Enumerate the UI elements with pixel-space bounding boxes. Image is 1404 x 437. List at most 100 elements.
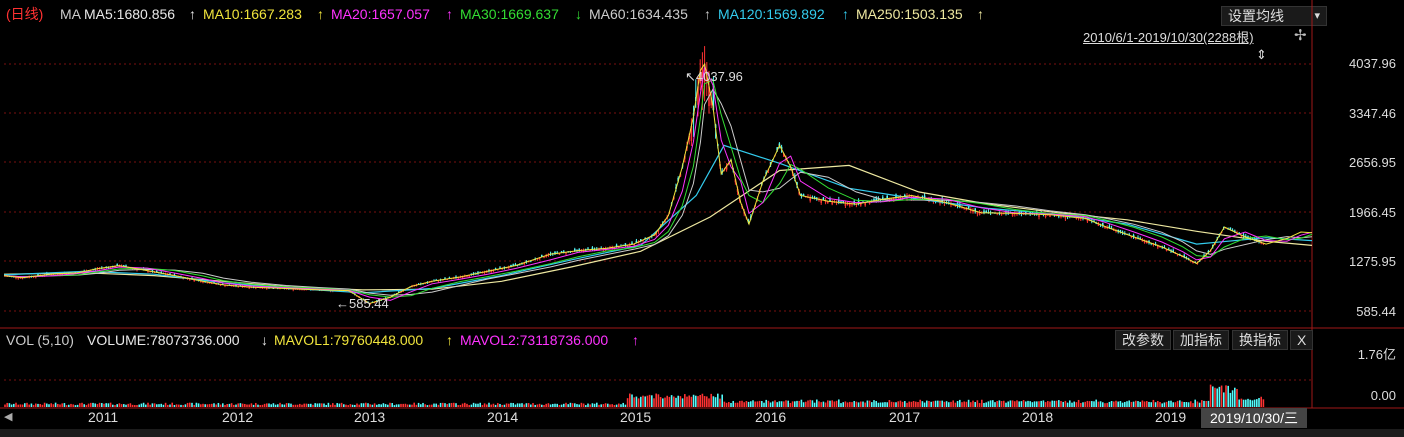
volume-bar <box>208 404 211 407</box>
date-range-text[interactable]: 2010/6/1-2019/10/30(2288根) <box>1083 30 1254 45</box>
volume-bar <box>985 402 987 407</box>
volume-bar <box>822 401 825 407</box>
volume-bar <box>301 404 303 407</box>
volume-bar <box>640 396 642 407</box>
candle-body <box>123 265 125 267</box>
volume-bar <box>543 404 545 407</box>
ma60-line <box>3 88 1313 296</box>
volume-bar <box>123 404 125 407</box>
volume-bar <box>644 396 646 407</box>
volume-bar <box>54 402 57 407</box>
candle-body <box>483 271 486 274</box>
period-label[interactable]: (日线) <box>6 6 44 22</box>
volume-bar <box>1099 401 1102 407</box>
volume-arrow: ↓ <box>261 332 268 348</box>
volume-bar <box>1018 401 1020 407</box>
volume-bar <box>274 404 277 407</box>
candle-body <box>167 274 169 276</box>
ma250-line <box>3 164 1313 291</box>
volume-bar <box>1097 401 1100 407</box>
candle-body <box>512 264 514 267</box>
volume-bar <box>1256 399 1258 407</box>
volume-bar <box>1150 402 1152 407</box>
volume-bar <box>32 404 35 407</box>
volume-bar <box>767 400 770 407</box>
volume-bar <box>420 404 422 407</box>
volume-bar <box>387 404 389 407</box>
volume-bar <box>1091 401 1093 407</box>
volume-bar <box>1047 401 1049 407</box>
candle-body <box>1044 214 1047 217</box>
candle-body <box>1055 215 1058 217</box>
candle-body <box>846 203 849 205</box>
volume-bar <box>48 404 50 407</box>
change-params-button[interactable]: 改参数 <box>1115 330 1171 350</box>
candle-body <box>486 271 488 273</box>
volume-bar <box>774 400 776 407</box>
scroll-left-icon[interactable]: ◀ <box>4 411 13 423</box>
volume-bar <box>701 393 704 407</box>
candle-body <box>1060 215 1062 218</box>
volume-bar <box>466 403 468 407</box>
candle-body <box>206 282 209 284</box>
candle-body <box>1143 240 1146 243</box>
volume-bar <box>217 402 220 407</box>
candle-body <box>235 284 237 286</box>
volume-bar <box>215 404 217 407</box>
volume-indicator-label[interactable]: VOL (5,10) <box>6 332 74 348</box>
candle-body <box>860 203 862 206</box>
volume-bar <box>327 402 330 407</box>
volume-bar <box>1181 401 1183 407</box>
volume-bar <box>444 403 446 407</box>
volume-bar <box>703 396 706 407</box>
candle-body <box>985 211 987 213</box>
volume-bar <box>109 402 112 407</box>
volume-bar <box>87 403 90 407</box>
pin-icon[interactable]: ✢ <box>1294 27 1307 44</box>
candle-body <box>17 277 19 279</box>
candle-body <box>523 262 525 265</box>
volume-bar <box>1223 392 1225 407</box>
candle-body <box>1104 226 1106 229</box>
candle-body <box>554 251 556 254</box>
close-indicator-button[interactable]: X <box>1290 330 1314 350</box>
ma20-arrow: ↑ <box>446 6 453 22</box>
candle-body <box>541 255 543 257</box>
candle-body <box>442 279 444 281</box>
resize-arrows-icon[interactable]: ⇕ <box>1256 47 1267 62</box>
volume-bar <box>1240 398 1243 407</box>
volume-bar <box>1073 401 1075 407</box>
volume-bar <box>373 403 376 407</box>
volume-bar <box>778 401 781 407</box>
volume-bar <box>250 403 253 407</box>
ma30-value: MA30:1669.637 <box>460 6 559 22</box>
volume-bar <box>345 404 347 407</box>
candle-body <box>156 270 158 273</box>
volume-bar <box>851 402 853 407</box>
volume-bar <box>534 404 536 407</box>
volume-bar <box>567 404 569 407</box>
add-indicator-button[interactable]: 加指标 <box>1173 330 1229 350</box>
volume-bar <box>992 400 994 407</box>
volume-bar <box>734 402 737 407</box>
candle-body <box>965 208 968 211</box>
x-axis-label: 2016 <box>755 409 787 425</box>
volume-bar <box>94 403 96 407</box>
switch-indicator-button[interactable]: 换指标 <box>1232 330 1288 350</box>
volume-bar <box>1137 401 1139 407</box>
candle-body <box>1141 239 1144 242</box>
ma-settings-button[interactable]: 设置均线 ▾ <box>1221 6 1327 26</box>
volume-bar <box>336 403 338 407</box>
mavol1-value: MAVOL1:79760448.000 <box>274 332 424 348</box>
volume-bar <box>860 401 862 407</box>
candle-body <box>585 248 587 250</box>
candle-body <box>851 203 853 205</box>
volume-bar <box>1066 402 1069 407</box>
volume-bar <box>1062 401 1064 407</box>
x-axis-label: 2019 <box>1155 409 1187 425</box>
candle-body <box>582 250 585 252</box>
volume-bar <box>272 403 275 407</box>
candle-body <box>1245 235 1247 238</box>
volume-bar <box>103 403 105 407</box>
